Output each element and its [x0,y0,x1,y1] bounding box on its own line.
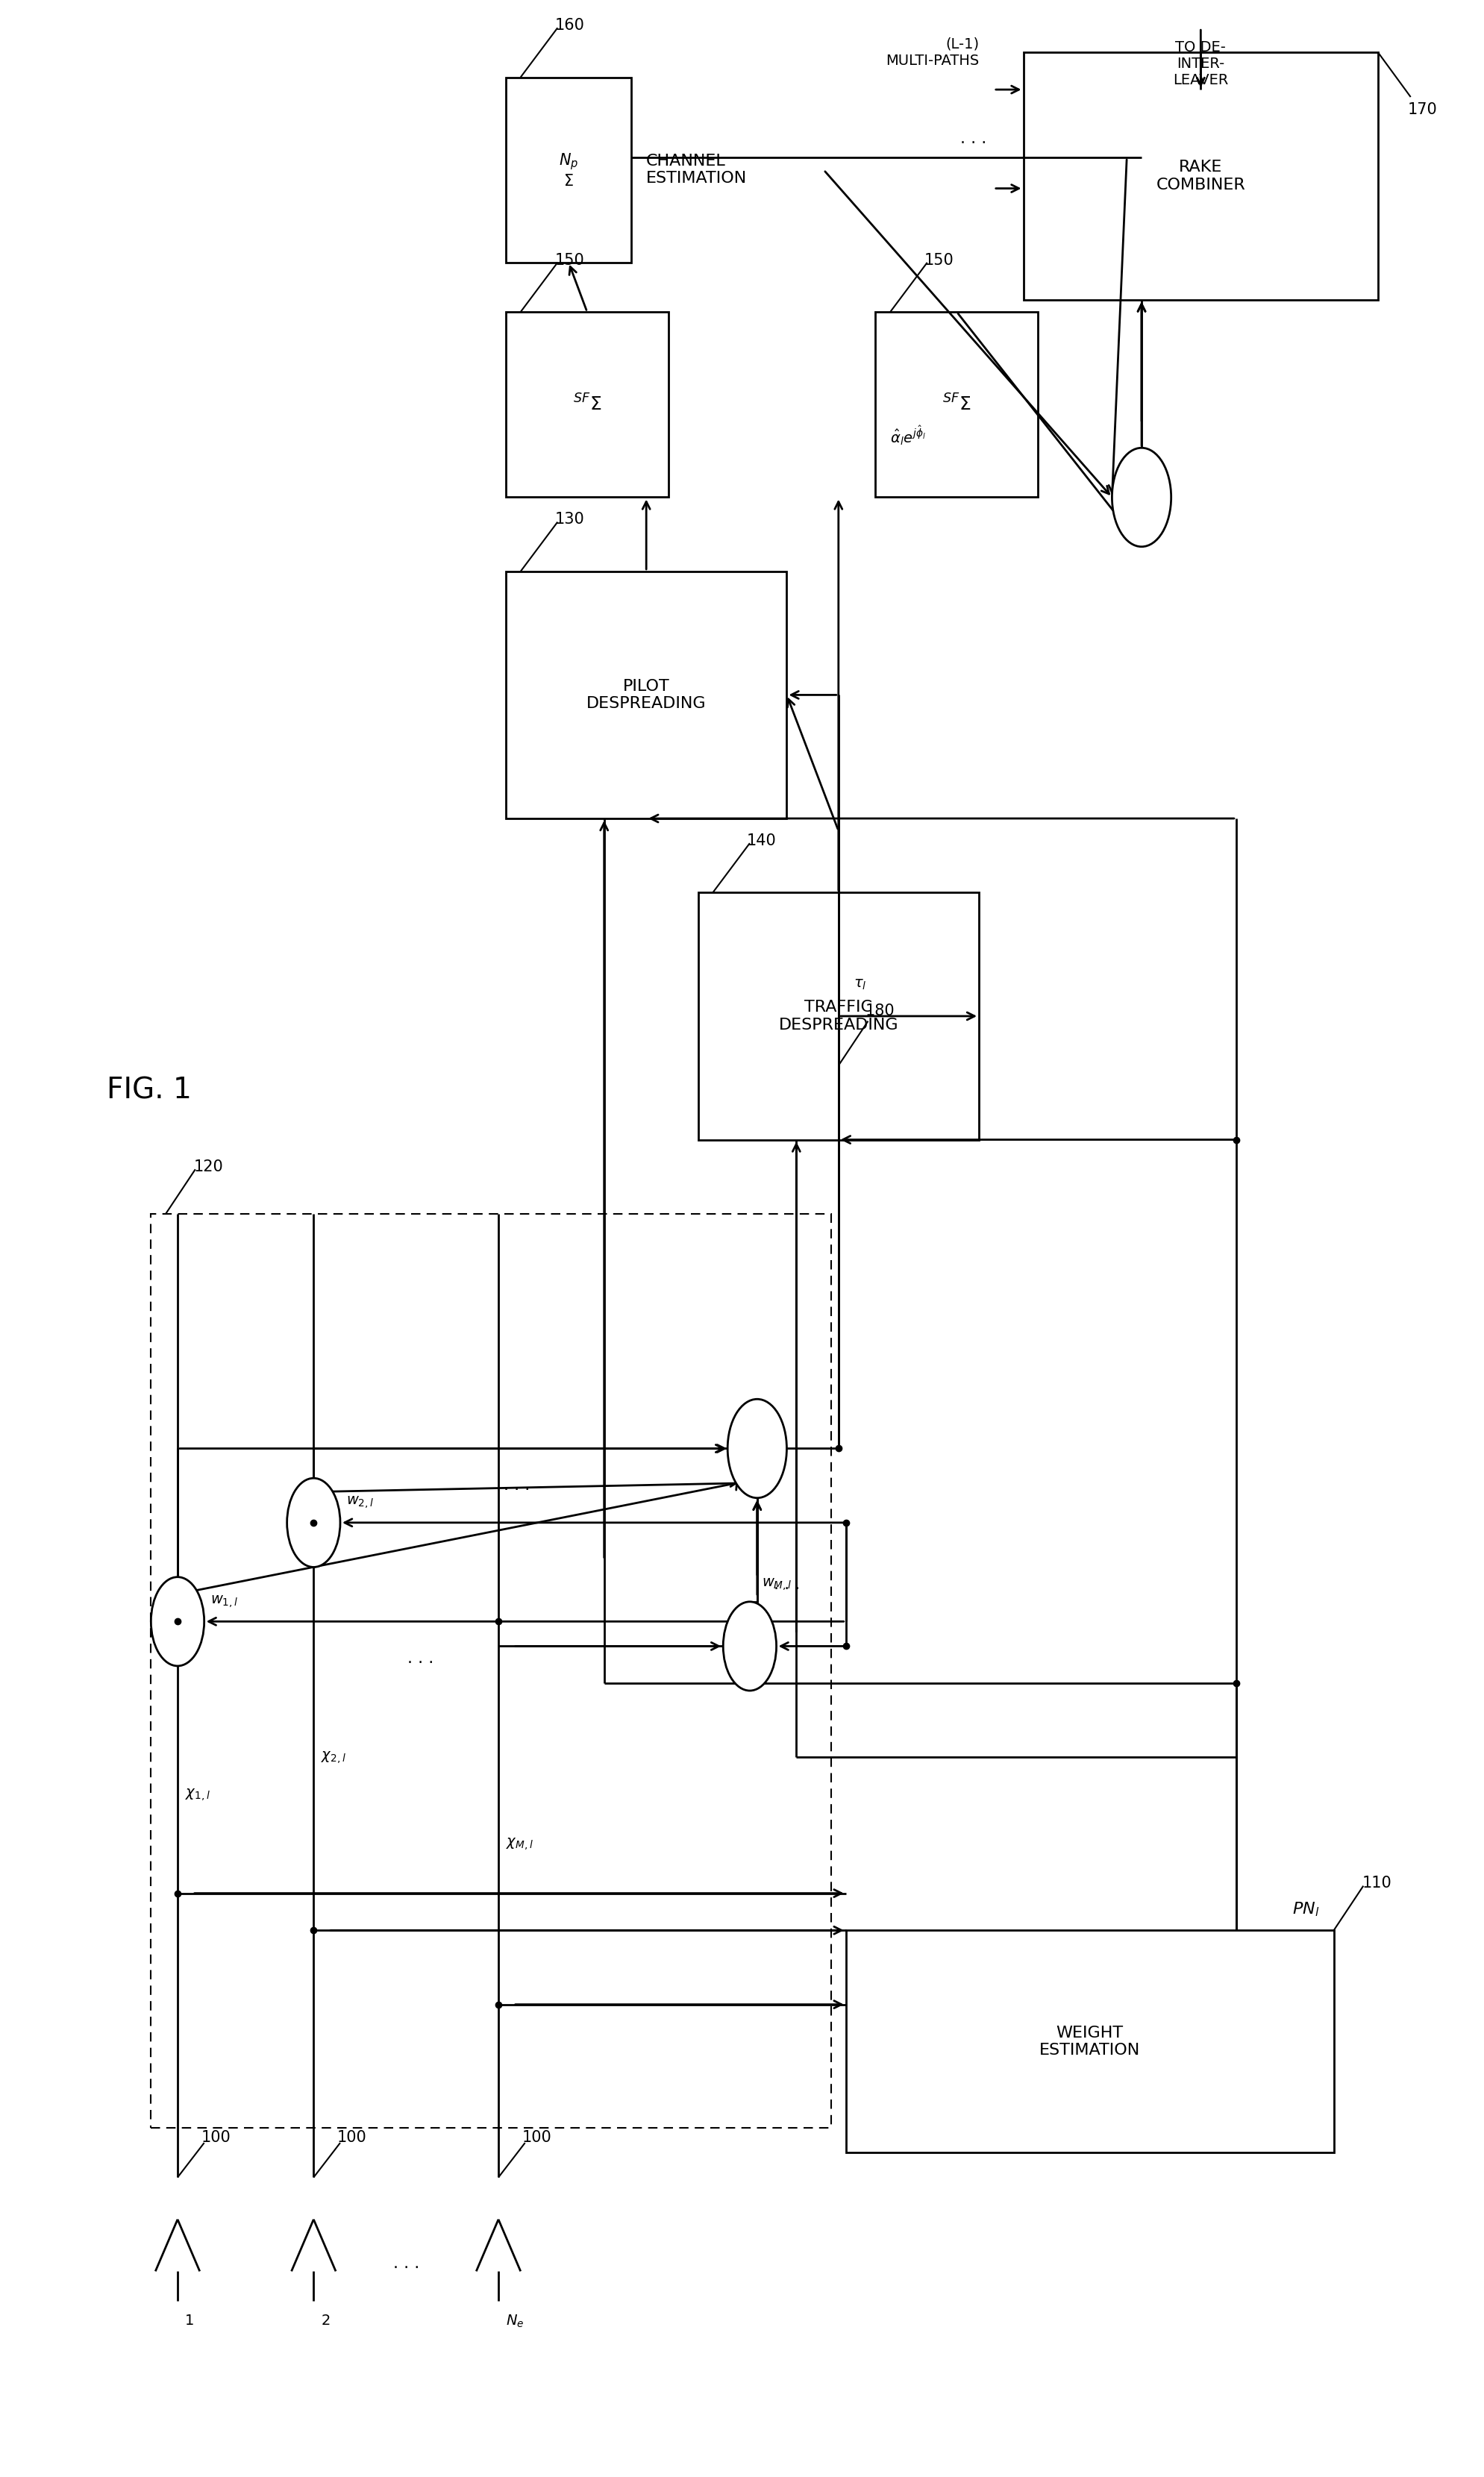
Circle shape [286,1479,340,1568]
Text: 2: 2 [321,2314,329,2328]
Text: $w_{2,l}$: $w_{2,l}$ [346,1494,374,1511]
Text: $w_{M,l}$: $w_{M,l}$ [761,1575,791,1593]
Text: CHANNEL
ESTIMATION: CHANNEL ESTIMATION [646,154,746,186]
FancyBboxPatch shape [506,77,631,263]
Text: RAKE
COMBINER: RAKE COMBINER [1156,161,1245,193]
Text: 150: 150 [923,253,953,268]
Text: (L-1)
MULTI-PATHS: (L-1) MULTI-PATHS [884,37,978,67]
Text: 120: 120 [194,1159,224,1174]
Text: 100: 100 [337,2130,367,2145]
Text: $w_{1,l}$: $w_{1,l}$ [211,1593,237,1610]
Text: $\tau_l$: $\tau_l$ [853,978,865,991]
Text: PILOT
DESPREADING: PILOT DESPREADING [586,679,706,711]
Text: $^{SF}\Sigma$: $^{SF}\Sigma$ [942,394,971,414]
Text: 140: 140 [746,832,776,847]
Circle shape [727,1400,787,1499]
Text: 100: 100 [202,2130,232,2145]
Text: 180: 180 [865,1003,895,1018]
Text: WEIGHT
ESTIMATION: WEIGHT ESTIMATION [1039,2026,1140,2058]
Text: . . .: . . . [408,1652,433,1667]
FancyBboxPatch shape [151,1214,831,2128]
Text: $N_p$
$\Sigma$: $N_p$ $\Sigma$ [558,151,579,188]
Text: . . .: . . . [960,131,985,146]
Text: 170: 170 [1407,102,1437,116]
Text: 150: 150 [555,253,585,268]
Text: . . .: . . . [393,2257,418,2271]
Text: $PN_l$: $PN_l$ [1291,1900,1318,1917]
FancyBboxPatch shape [846,1930,1333,2153]
Text: $\chi_{2,l}$: $\chi_{2,l}$ [321,1749,346,1766]
Text: $N_e$: $N_e$ [506,2314,524,2328]
Text: 110: 110 [1361,1875,1391,1890]
Circle shape [723,1603,776,1692]
Text: . . .: . . . [503,1479,530,1494]
Text: FIG. 1: FIG. 1 [107,1075,191,1105]
FancyBboxPatch shape [506,312,668,498]
FancyBboxPatch shape [506,572,787,817]
Text: TRAFFIC
DESPREADING: TRAFFIC DESPREADING [778,1001,898,1033]
Text: $\hat{\alpha}_l e^{j\hat{\phi}_l}$: $\hat{\alpha}_l e^{j\hat{\phi}_l}$ [890,424,926,448]
Text: . . .: . . . [773,1578,800,1593]
Text: 130: 130 [555,513,585,528]
Text: $\chi_{1,l}$: $\chi_{1,l}$ [186,1786,211,1803]
Text: $\chi_{M,l}$: $\chi_{M,l}$ [506,1835,533,1853]
Text: 160: 160 [555,17,585,32]
FancyBboxPatch shape [1022,52,1377,300]
Text: 100: 100 [522,2130,552,2145]
Circle shape [1112,448,1171,547]
Text: $^{SF}\Sigma$: $^{SF}\Sigma$ [573,394,601,414]
FancyBboxPatch shape [697,892,978,1139]
Text: 1: 1 [186,2314,194,2328]
Text: TO DE-
INTER-
LEAVER: TO DE- INTER- LEAVER [1172,40,1227,87]
FancyBboxPatch shape [876,312,1037,498]
Circle shape [151,1578,205,1667]
